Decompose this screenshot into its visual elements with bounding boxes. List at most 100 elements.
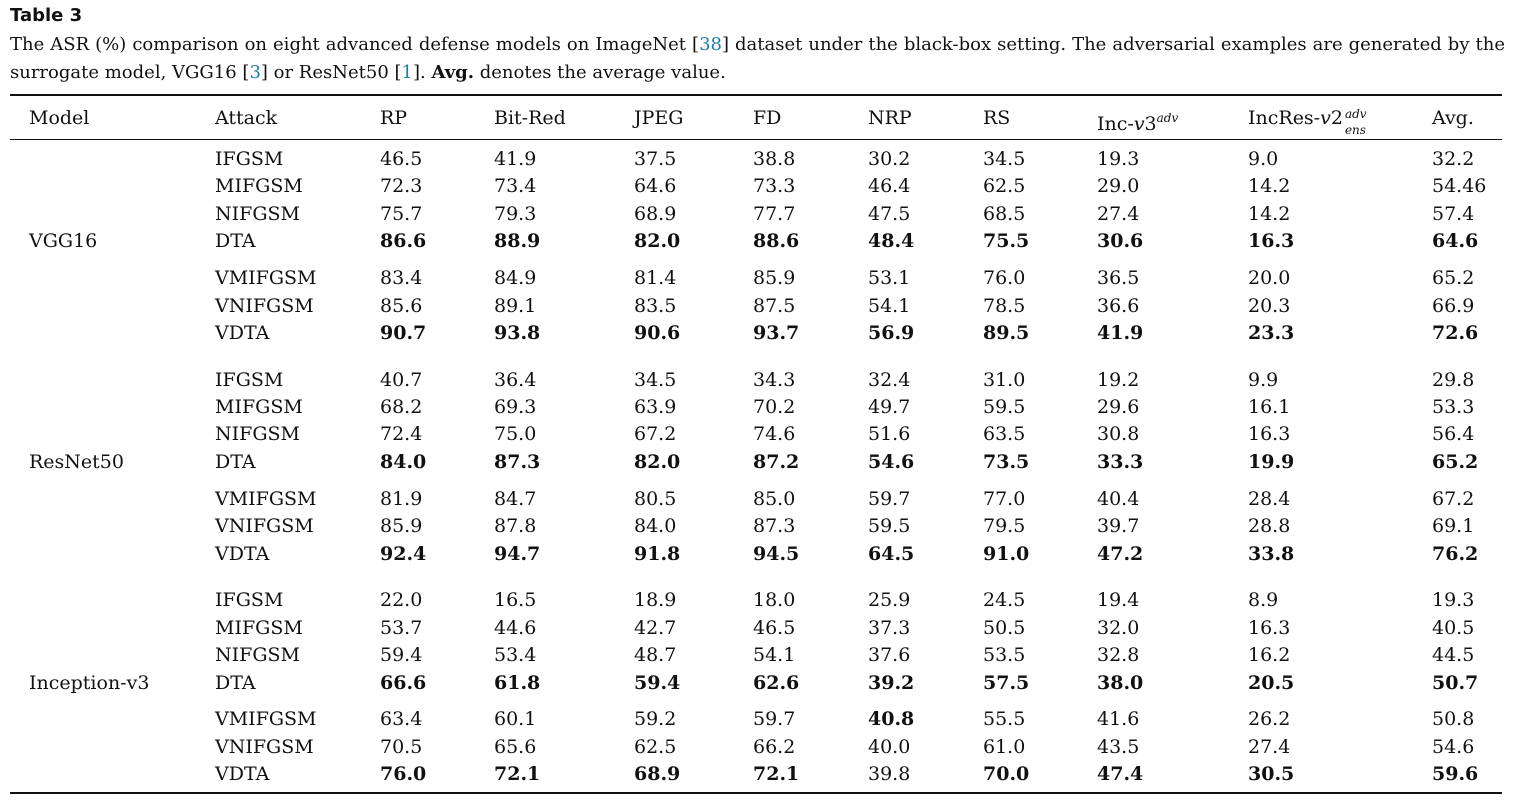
table-cell-bit-red: 88.9	[494, 230, 541, 252]
table-cell-jpeg: 67.2	[634, 423, 677, 445]
table-cell-inc-v3-adv: 39.7	[1097, 515, 1140, 537]
caption-citation-link[interactable]: 1	[401, 62, 413, 83]
table-cell-bit-red: 16.5	[494, 589, 537, 611]
table-cell-jpeg: 59.4	[634, 672, 681, 694]
table-cell-fd: 87.5	[753, 295, 796, 317]
caption-citation-link[interactable]: 38	[699, 34, 722, 55]
table-cell-inc-v3-adv: 41.9	[1097, 322, 1144, 344]
table-cell-incres-v2-ens: 9.9	[1248, 369, 1279, 391]
table-cell-inc-v3-adv: 30.8	[1097, 423, 1140, 445]
table-cell-inc-v3-adv: 33.3	[1097, 451, 1144, 473]
table-bottom-rule	[10, 792, 1502, 794]
table-cell-nrp: 32.4	[868, 369, 911, 391]
table-cell-jpeg: 68.9	[634, 763, 681, 785]
table-cell-incres-v2-ens: 33.8	[1248, 543, 1295, 565]
attack-label: VMIFGSM	[215, 267, 317, 289]
table-cell-fd: 62.6	[753, 672, 800, 694]
table-cell-fd: 85.0	[753, 488, 796, 510]
table-cell-jpeg: 91.8	[634, 543, 681, 565]
model-label: VGG16	[29, 230, 98, 252]
table-cell-rs: 24.5	[983, 589, 1026, 611]
table-cell-fd: 70.2	[753, 396, 796, 418]
table-cell-incres-v2-ens: 20.3	[1248, 295, 1291, 317]
header-inc-v: v	[1133, 113, 1145, 135]
table-cell-avg: 40.5	[1432, 617, 1475, 639]
table-cell-bit-red: 60.1	[494, 708, 537, 730]
table-cell-jpeg: 37.5	[634, 148, 677, 170]
table-cell-bit-red: 36.4	[494, 369, 537, 391]
table-cell-avg: 44.5	[1432, 644, 1475, 666]
table-cell-bit-red: 73.4	[494, 175, 537, 197]
table-cell-nrp: 25.9	[868, 589, 911, 611]
table-cell-jpeg: 64.6	[634, 175, 677, 197]
table-cell-inc-v3-adv: 38.0	[1097, 672, 1144, 694]
table-cell-inc-v3-adv: 19.4	[1097, 589, 1140, 611]
attack-label: MIFGSM	[215, 175, 303, 197]
caption-text-1: The ASR (%) comparison on eight advanced…	[10, 34, 700, 55]
caption-text-3: ] or ResNet50 [	[260, 62, 402, 83]
table-caption: The ASR (%) comparison on eight advanced…	[10, 31, 1505, 87]
table-cell-nrp: 64.5	[868, 543, 915, 565]
table-cell-rs: 63.5	[983, 423, 1026, 445]
table-cell-fd: 66.2	[753, 736, 796, 758]
attack-label: IFGSM	[215, 369, 284, 391]
table-cell-fd: 87.3	[753, 515, 796, 537]
attack-label: VNIFGSM	[215, 295, 314, 317]
attack-label: VDTA	[215, 322, 270, 344]
attack-label: MIFGSM	[215, 396, 303, 418]
table-cell-rs: 62.5	[983, 175, 1026, 197]
table-cell-jpeg: 62.5	[634, 736, 677, 758]
table-cell-rp: 70.5	[380, 736, 423, 758]
table-cell-avg: 69.1	[1432, 515, 1475, 537]
table-cell-inc-v3-adv: 30.6	[1097, 230, 1144, 252]
table-cell-incres-v2-ens: 9.0	[1248, 148, 1279, 170]
table-cell-avg: 50.8	[1432, 708, 1475, 730]
attack-label: VDTA	[215, 543, 270, 565]
attack-label: NIFGSM	[215, 423, 300, 445]
table-cell-avg: 67.2	[1432, 488, 1475, 510]
table-cell-rp: 40.7	[380, 369, 423, 391]
table-cell-jpeg: 68.9	[634, 203, 677, 225]
table-cell-avg: 57.4	[1432, 203, 1475, 225]
table-caption-block: Table 3 The ASR (%) comparison on eight …	[10, 5, 1505, 87]
table-cell-avg: 72.6	[1432, 322, 1479, 344]
table-cell-avg: 29.8	[1432, 369, 1475, 391]
table-cell-inc-v3-adv: 29.0	[1097, 175, 1140, 197]
table-cell-avg: 66.9	[1432, 295, 1475, 317]
table-cell-rs: 31.0	[983, 369, 1026, 391]
table-cell-nrp: 54.6	[868, 451, 915, 473]
table-cell-avg: 54.46	[1432, 175, 1487, 197]
table-cell-rs: 55.5	[983, 708, 1026, 730]
table-cell-inc-v3-adv: 47.4	[1097, 763, 1144, 785]
attack-label: DTA	[215, 451, 256, 473]
table-cell-avg: 65.2	[1432, 267, 1475, 289]
caption-citation-link[interactable]: 3	[249, 62, 261, 83]
table-cell-rp: 83.4	[380, 267, 423, 289]
table-cell-incres-v2-ens: 30.5	[1248, 763, 1295, 785]
table-cell-inc-v3-adv: 36.5	[1097, 267, 1140, 289]
table-cell-avg: 19.3	[1432, 589, 1475, 611]
table-cell-nrp: 53.1	[868, 267, 911, 289]
table-cell-avg: 50.7	[1432, 672, 1479, 694]
table-cell-inc-v3-adv: 36.6	[1097, 295, 1140, 317]
table-cell-rs: 70.0	[983, 763, 1030, 785]
table-cell-incres-v2-ens: 28.8	[1248, 515, 1291, 537]
table-cell-nrp: 37.3	[868, 617, 911, 639]
table-cell-nrp: 30.2	[868, 148, 911, 170]
table-cell-inc-v3-adv: 32.0	[1097, 617, 1140, 639]
model-label: Inception-v3	[29, 672, 150, 694]
caption-text-4: ].	[412, 62, 432, 83]
table-cell-rp: 75.7	[380, 203, 423, 225]
table-cell-fd: 87.2	[753, 451, 800, 473]
header-incres-sub: ens	[1344, 123, 1366, 137]
table-cell-rs: 76.0	[983, 267, 1026, 289]
table-cell-bit-red: 53.4	[494, 644, 537, 666]
attack-label: VDTA	[215, 763, 270, 785]
table-cell-incres-v2-ens: 14.2	[1248, 175, 1291, 197]
table-cell-avg: 64.6	[1432, 230, 1479, 252]
table-cell-rp: 85.6	[380, 295, 423, 317]
table-cell-fd: 94.5	[753, 543, 800, 565]
table-cell-bit-red: 69.3	[494, 396, 537, 418]
table-cell-fd: 73.3	[753, 175, 796, 197]
table-cell-rs: 75.5	[983, 230, 1030, 252]
